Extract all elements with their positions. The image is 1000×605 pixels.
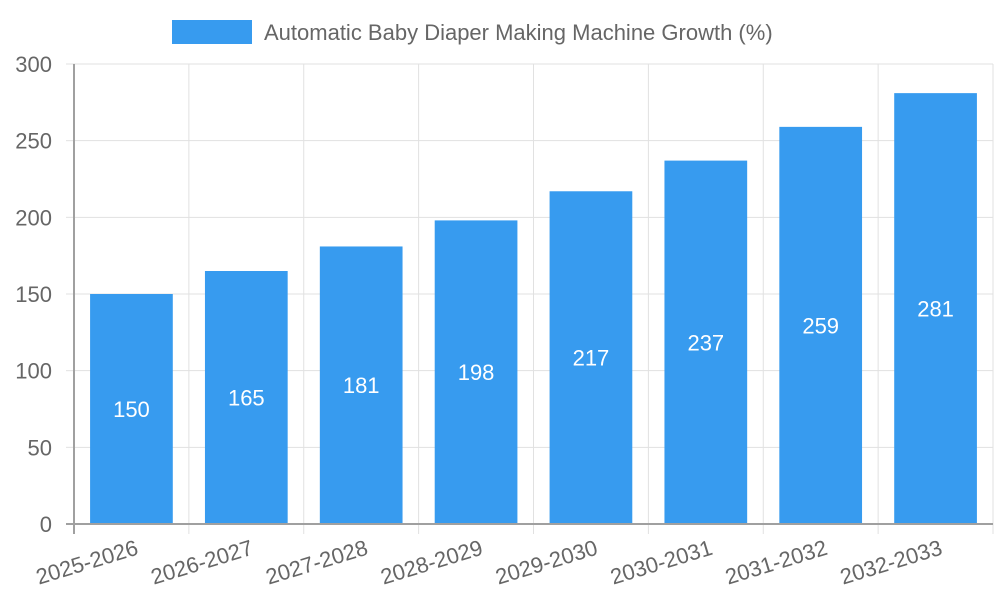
bar-value-label: 237	[687, 330, 724, 355]
x-tick-label: 2027-2028	[263, 535, 371, 590]
y-tick-label: 50	[28, 435, 52, 460]
bar-value-label: 281	[917, 297, 954, 322]
bar[interactable]	[664, 160, 748, 524]
bar-value-label: 181	[343, 373, 380, 398]
legend-label: Automatic Baby Diaper Making Machine Gro…	[264, 20, 773, 45]
y-tick-label: 250	[15, 129, 52, 154]
x-tick-label: 2029-2030	[492, 535, 600, 590]
bar-value-label: 165	[228, 386, 265, 411]
bar-value-label: 217	[573, 346, 610, 371]
y-axis-tick-labels: 0 50 100 150 200 250 300	[15, 52, 52, 537]
y-tick-label: 300	[15, 52, 52, 77]
y-tick-label: 0	[40, 512, 52, 537]
y-tick-label: 100	[15, 359, 52, 384]
x-axis-tick-labels: 2025-2026 2026-2027 2027-2028 2028-2029 2029…	[33, 535, 945, 590]
x-tick-label: 2032-2033	[837, 535, 945, 590]
legend[interactable]: Automatic Baby Diaper Making Machine Gro…	[172, 20, 773, 45]
x-tick-label: 2026-2027	[148, 535, 256, 590]
x-tick-label: 2031-2032	[722, 535, 830, 590]
bar-value-label: 198	[458, 360, 495, 385]
legend-swatch	[172, 20, 252, 44]
x-tick-label: 2030-2031	[607, 535, 715, 590]
bar[interactable]	[549, 191, 633, 524]
y-tick-label: 200	[15, 205, 52, 230]
bar[interactable]	[779, 126, 863, 524]
bar[interactable]	[90, 294, 173, 524]
bar[interactable]	[434, 220, 518, 524]
bar-value-label: 150	[113, 397, 150, 422]
bar[interactable]	[204, 271, 288, 524]
bar[interactable]	[319, 246, 403, 524]
x-tick-label: 2028-2029	[378, 535, 486, 590]
x-tick-label: 2025-2026	[33, 535, 141, 590]
bar[interactable]	[894, 93, 977, 524]
bars: 150 165 181 198 217 237 259 281	[90, 93, 977, 524]
bar-value-label: 259	[802, 313, 839, 338]
y-tick-label: 150	[15, 282, 52, 307]
